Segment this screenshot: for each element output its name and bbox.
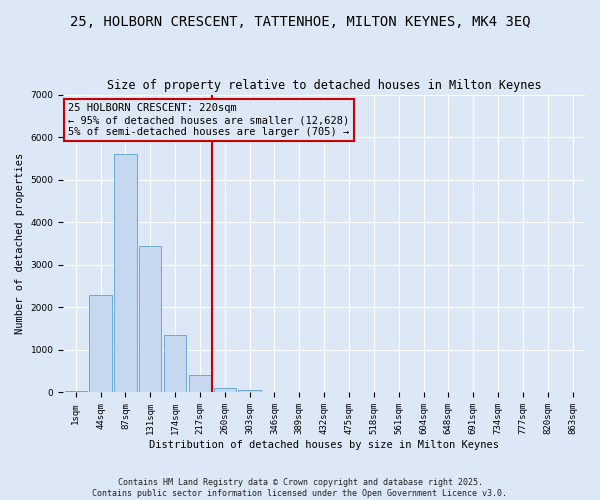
Text: 25, HOLBORN CRESCENT, TATTENHOE, MILTON KEYNES, MK4 3EQ: 25, HOLBORN CRESCENT, TATTENHOE, MILTON … <box>70 15 530 29</box>
Y-axis label: Number of detached properties: Number of detached properties <box>15 153 25 334</box>
X-axis label: Distribution of detached houses by size in Milton Keynes: Distribution of detached houses by size … <box>149 440 499 450</box>
Bar <box>189 376 211 392</box>
Bar <box>114 154 137 392</box>
Bar <box>214 388 236 392</box>
Title: Size of property relative to detached houses in Milton Keynes: Size of property relative to detached ho… <box>107 79 541 92</box>
Text: 25 HOLBORN CRESCENT: 220sqm
← 95% of detached houses are smaller (12,628)
5% of : 25 HOLBORN CRESCENT: 220sqm ← 95% of det… <box>68 104 350 136</box>
Text: Contains HM Land Registry data © Crown copyright and database right 2025.
Contai: Contains HM Land Registry data © Crown c… <box>92 478 508 498</box>
Bar <box>164 335 186 392</box>
Bar <box>89 294 112 392</box>
Bar <box>65 391 87 392</box>
Bar <box>238 390 261 392</box>
Bar <box>139 246 161 392</box>
